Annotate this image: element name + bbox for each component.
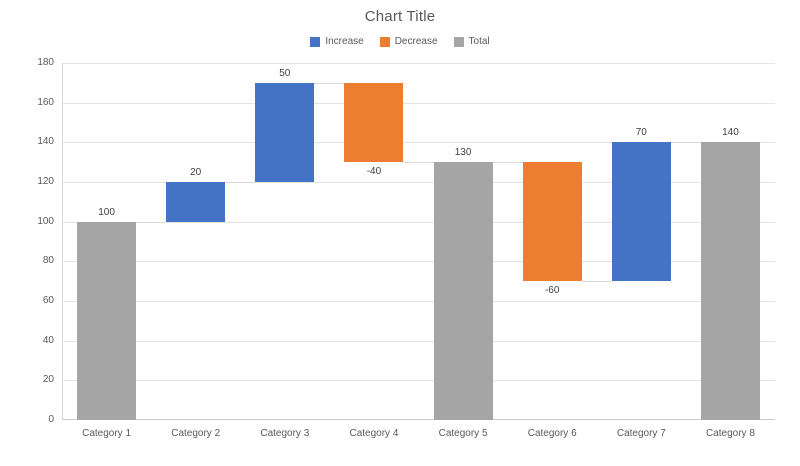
- gridline: [62, 261, 775, 263]
- legend-swatch-decrease: [379, 36, 390, 47]
- x-category-label: Category 6: [527, 428, 577, 439]
- connector-line: [136, 221, 167, 223]
- legend-label-decrease: Decrease: [394, 36, 438, 47]
- bar-label: -60: [544, 285, 560, 297]
- gridline: [62, 380, 775, 382]
- bar-total: [77, 221, 137, 420]
- bar-label: 140: [722, 127, 739, 139]
- y-axis-line: [62, 63, 63, 420]
- connector-line: [225, 182, 256, 183]
- bar-increase: [166, 182, 226, 222]
- connector-line: [492, 162, 523, 164]
- plot-area: 100 20 50 -40 130 -60 70 140: [62, 63, 775, 420]
- bar-label: 20: [190, 167, 202, 178]
- chart-title: Chart Title: [364, 8, 436, 25]
- y-tick-label: 80: [42, 255, 54, 267]
- bar-label: 50: [279, 67, 291, 79]
- y-tick-label: 120: [37, 176, 54, 187]
- connector-line: [670, 142, 701, 144]
- x-category-label: Category 7: [616, 428, 666, 439]
- x-axis-line: [62, 419, 775, 420]
- bar-increase: [611, 142, 671, 282]
- gridline: [62, 221, 775, 223]
- bar-total: [433, 162, 493, 420]
- connector-line: [403, 162, 434, 164]
- x-category-label: Category 3: [260, 428, 310, 439]
- bar-decrease: [344, 82, 404, 163]
- bar-label: 100: [98, 206, 115, 218]
- legend-swatch-increase: [310, 36, 321, 47]
- y-tick-label: 0: [48, 414, 54, 425]
- legend-item-decrease: Decrease: [379, 36, 438, 47]
- y-tick-label: 140: [37, 136, 54, 148]
- y-tick-label: 180: [37, 57, 54, 68]
- legend-item-increase: Increase: [310, 36, 364, 47]
- x-category-label: Category 4: [349, 428, 399, 439]
- connector-line: [581, 281, 612, 283]
- bar-increase: [255, 82, 315, 182]
- legend-label-total: Total: [468, 36, 490, 47]
- y-tick-label: 20: [42, 374, 54, 386]
- y-tick-label: 40: [42, 334, 54, 346]
- y-tick-label: 160: [37, 96, 54, 108]
- bar-total: [700, 142, 760, 420]
- legend-swatch-total: [453, 36, 464, 47]
- y-tick-label: 60: [42, 295, 54, 306]
- x-category-label: Category 2: [171, 428, 221, 439]
- bar-label: 130: [454, 147, 472, 159]
- gridline: [62, 340, 775, 342]
- gridline: [62, 182, 775, 183]
- bar-decrease: [522, 162, 582, 282]
- gridline: [62, 63, 775, 64]
- legend-label-increase: Increase: [325, 36, 364, 47]
- y-tick-label: 100: [37, 215, 54, 227]
- gridline: [62, 102, 775, 104]
- legend-item-total: Total: [453, 36, 490, 47]
- gridline: [62, 301, 775, 302]
- gridline: [62, 142, 775, 144]
- bar-label: -40: [366, 166, 382, 178]
- legend: Increase Decrease Total: [0, 36, 800, 47]
- x-category-label: Category 8: [705, 428, 755, 439]
- bar-label: 70: [635, 127, 647, 139]
- connector-line: [314, 82, 345, 84]
- x-category-label: Category 5: [438, 428, 488, 439]
- x-category-label: Category 1: [82, 428, 132, 439]
